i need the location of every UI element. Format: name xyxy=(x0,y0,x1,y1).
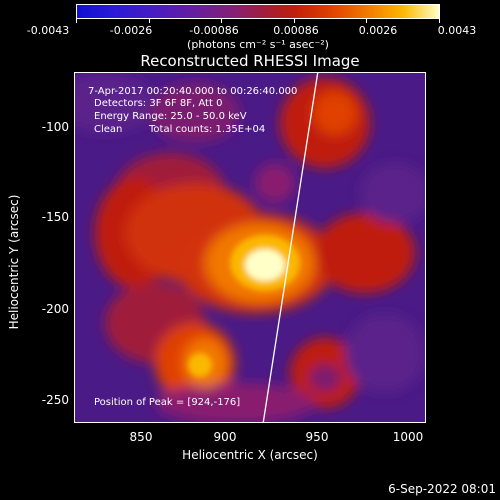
x-axis-label: Heliocentric X (arcsec) xyxy=(182,448,318,462)
y-tick-label: -200 xyxy=(41,302,69,316)
detectors-annotation: Detectors: 3F 6F 8F, Att 0 xyxy=(94,98,223,109)
footer-date: 6-Sep-2022 08:01 xyxy=(388,482,496,496)
colorbar-tick-label: -0.0043 xyxy=(26,24,70,37)
colorbar-tick-mark xyxy=(149,19,150,23)
colorbar-tick-label: -0.00086 xyxy=(189,24,239,37)
colorbar-tick-mark xyxy=(439,19,440,23)
energy-range-annotation: Energy Range: 25.0 - 50.0 keV xyxy=(94,111,247,122)
colorbar-tick-label: 0.0026 xyxy=(358,24,398,37)
x-tick-label: 850 xyxy=(129,430,153,444)
rhessi-image: 7-Apr-2017 00:20:40.000 to 00:26:40.000 … xyxy=(74,72,426,423)
method-annotation: Clean xyxy=(94,124,123,135)
solar-limb-line xyxy=(262,73,319,422)
y-tick-label: -150 xyxy=(41,210,69,224)
colorbar-tick-label: -0.0026 xyxy=(109,24,153,37)
plot-title: Reconstructed RHESSI Image xyxy=(140,52,360,70)
colorbar-tick-label: 0.00086 xyxy=(273,24,319,37)
x-tick-label: 1000 xyxy=(392,430,424,444)
colorbar-tick-mark xyxy=(366,19,367,23)
colorbar-tick-mark xyxy=(221,19,222,23)
colorbar-tick-mark xyxy=(294,19,295,23)
x-tick-label: 950 xyxy=(305,430,329,444)
y-tick-label: -250 xyxy=(41,393,69,407)
colorbar-tick-mark xyxy=(76,19,77,23)
x-tick-label: 900 xyxy=(213,430,237,444)
hard-xray-map xyxy=(75,73,425,422)
y-axis-label: Heliocentric Y (arcsec) xyxy=(7,194,21,330)
colorbar-tick-label: 0.0043 xyxy=(437,24,477,37)
total-counts-annotation: Total counts: 1.35E+04 xyxy=(149,124,266,135)
peak-position-annotation: Position of Peak = [924,-176] xyxy=(94,397,241,408)
colorbar-units: (photons cm⁻² s⁻¹ asec⁻²) xyxy=(187,38,329,51)
time-range-annotation: 7-Apr-2017 00:20:40.000 to 00:26:40.000 xyxy=(88,86,298,97)
y-tick-label: -100 xyxy=(41,120,69,134)
colorbar xyxy=(76,4,440,19)
